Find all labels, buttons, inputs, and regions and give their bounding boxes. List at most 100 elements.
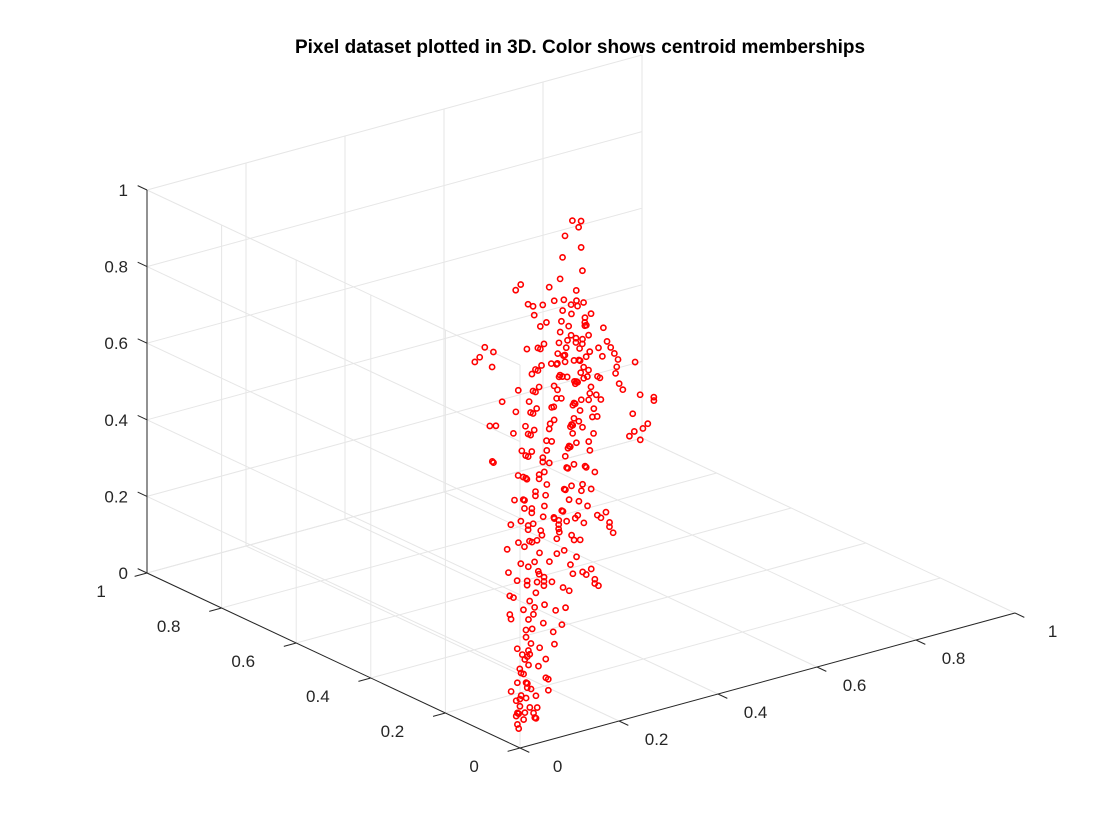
- data-point: [650, 393, 658, 401]
- data-point: [550, 382, 558, 390]
- data-point: [528, 625, 536, 633]
- data-point: [607, 344, 615, 351]
- z-tick-label: 0.2: [104, 487, 128, 506]
- data-point: [536, 323, 544, 330]
- data-point: [554, 386, 561, 394]
- y-tick: [283, 642, 297, 647]
- data-point: [576, 407, 584, 414]
- data-point: [612, 369, 619, 377]
- data-point: [512, 408, 520, 416]
- data-point: [528, 505, 536, 512]
- data-point: [529, 302, 537, 310]
- z-tick: [137, 185, 148, 191]
- x-tick: [816, 666, 827, 672]
- data-point: [521, 543, 528, 551]
- data-point: [541, 601, 548, 609]
- data-point: [570, 536, 578, 544]
- data-point: [498, 398, 506, 406]
- data-point: [490, 459, 497, 467]
- data-point: [548, 438, 556, 445]
- y-tick: [209, 607, 222, 612]
- data-point: [545, 283, 553, 291]
- data-point: [550, 514, 558, 521]
- data-point: [544, 675, 552, 683]
- data-points: [471, 217, 658, 732]
- data-point: [519, 496, 527, 504]
- data-point: [587, 485, 595, 493]
- data-point: [540, 578, 548, 585]
- data-point: [590, 430, 597, 437]
- data-point: [572, 334, 580, 342]
- data-point: [547, 360, 555, 368]
- data-point: [537, 527, 545, 535]
- data-point: [524, 522, 532, 529]
- grid-line: [146, 131, 643, 268]
- data-point: [602, 508, 610, 516]
- data-point: [614, 356, 622, 363]
- data-point: [639, 425, 647, 432]
- data-point: [539, 619, 547, 627]
- data-point: [631, 358, 639, 366]
- data-point: [586, 389, 594, 397]
- data-point: [561, 232, 569, 240]
- data-point: [523, 345, 531, 353]
- data-point: [579, 267, 586, 275]
- data-point: [517, 281, 525, 288]
- data-point: [523, 684, 531, 692]
- data-point: [542, 655, 550, 663]
- data-point: [527, 431, 535, 439]
- data-point: [644, 420, 652, 428]
- data-point: [543, 437, 550, 445]
- data-point: [532, 589, 540, 597]
- data-point: [573, 297, 580, 305]
- data-point: [606, 519, 613, 526]
- data-point: [533, 578, 541, 586]
- data-point: [558, 621, 566, 629]
- data-point: [536, 549, 543, 557]
- data-point: [530, 426, 538, 434]
- data-point: [626, 432, 633, 440]
- data-point: [523, 475, 531, 483]
- data-point: [527, 640, 535, 647]
- data-point: [554, 360, 561, 367]
- data-point: [540, 582, 548, 590]
- data-point: [553, 550, 561, 558]
- data-point: [555, 339, 563, 347]
- data-point: [575, 497, 583, 505]
- z-tick-label: 0.6: [104, 334, 128, 353]
- data-point: [573, 439, 580, 447]
- data-point: [544, 686, 552, 694]
- axes-grid: [146, 54, 1016, 749]
- data-point: [492, 422, 500, 430]
- y-tick-label: 1: [96, 582, 105, 601]
- data-point: [530, 610, 537, 618]
- data-point: [560, 296, 568, 304]
- grid-line: [146, 495, 521, 672]
- data-point: [556, 275, 564, 283]
- data-point: [533, 704, 541, 711]
- z-tick: [137, 261, 148, 268]
- data-point: [574, 512, 582, 519]
- data-point: [557, 394, 565, 402]
- grid-line: [146, 266, 521, 443]
- data-point: [562, 344, 570, 352]
- data-point: [532, 488, 539, 495]
- data-point: [610, 350, 618, 357]
- data-point: [567, 423, 574, 431]
- y-tick: [507, 747, 521, 752]
- grid-line: [542, 464, 917, 641]
- y-tick-label: 0.4: [306, 687, 330, 706]
- data-point: [570, 414, 578, 422]
- data-point: [555, 521, 563, 529]
- grid-line: [146, 342, 521, 519]
- data-point: [550, 416, 558, 424]
- data-point: [594, 372, 601, 380]
- data-point: [572, 287, 580, 294]
- data-point: [539, 301, 547, 309]
- data-point: [591, 575, 599, 583]
- x-tick: [618, 720, 629, 726]
- data-point: [586, 348, 594, 356]
- data-point: [545, 459, 553, 467]
- y-tick-label: 0: [469, 757, 478, 776]
- data-point: [591, 468, 599, 476]
